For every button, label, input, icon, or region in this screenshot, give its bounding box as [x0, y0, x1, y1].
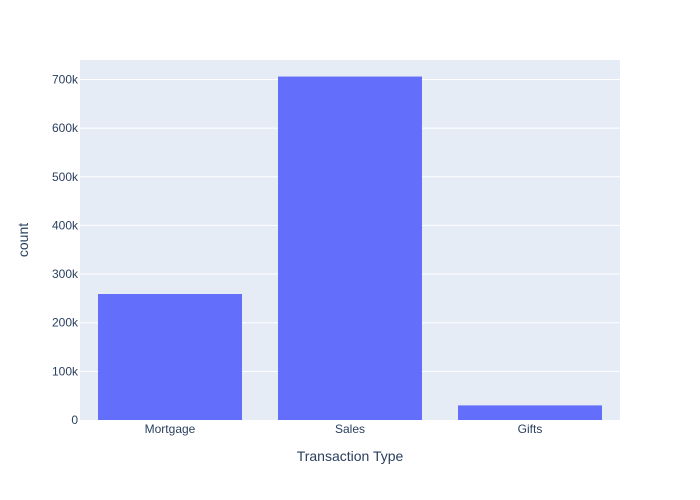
x-axis-title: Transaction Type [297, 448, 404, 464]
x-tick-label: Gifts [518, 422, 543, 436]
y-tick-label: 700k [52, 72, 79, 86]
y-tick-label: 300k [52, 267, 79, 281]
y-tick-label: 100k [52, 364, 79, 378]
y-tick-label: 600k [52, 121, 79, 135]
y-axis-title: count [15, 223, 31, 257]
y-tick-label: 500k [52, 170, 79, 184]
x-tick-label: Mortgage [145, 422, 196, 436]
x-tick-label: Sales [335, 422, 365, 436]
y-tick-label: 0 [71, 413, 78, 427]
bar-mortgage [98, 294, 242, 420]
bar-gifts [458, 405, 602, 420]
y-tick-label: 200k [52, 316, 79, 330]
x-axis-ticks: Mortgage Sales Gifts [145, 422, 543, 436]
y-axis-ticks: 0 100k 200k 300k 400k 500k 600k 700k [52, 72, 79, 427]
y-tick-label: 400k [52, 218, 79, 232]
bar-sales [278, 76, 422, 421]
bars [98, 76, 602, 421]
